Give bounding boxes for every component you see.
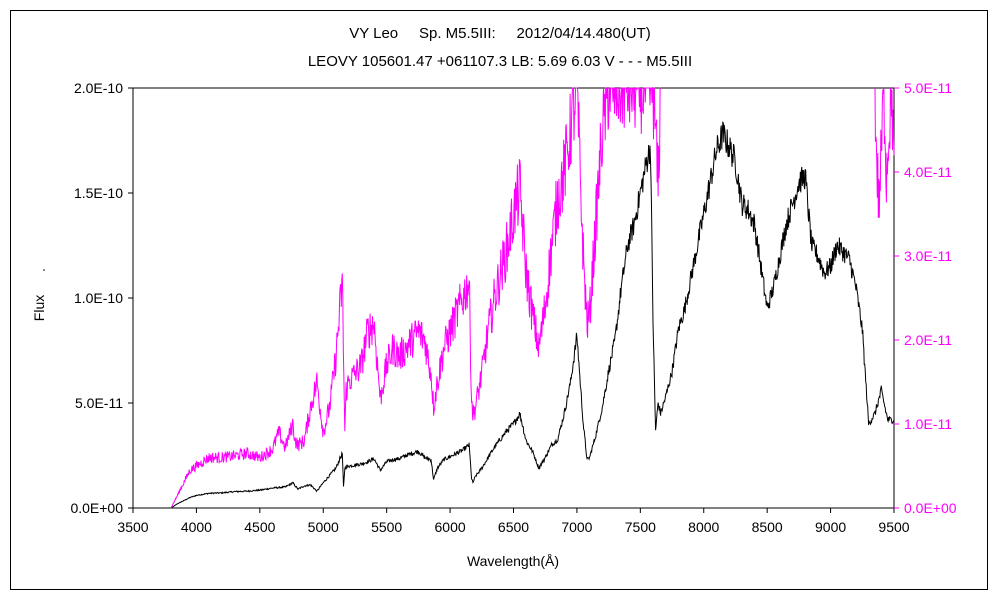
x-tick-label: 5500 [371, 519, 402, 535]
x-tick-label: 7000 [561, 519, 592, 535]
y-right-tick-label: 4.0E-11 [904, 164, 952, 180]
y-right-tick-label: 3.0E-11 [904, 248, 952, 264]
y-left-tick-label: 0.0E+00 [70, 500, 123, 516]
y-right-tick-label: 5.0E-11 [904, 80, 952, 96]
x-tick-label: 8500 [752, 519, 783, 535]
x-tick-label: 9500 [878, 519, 909, 535]
secondary-series-line-1 [170, 86, 661, 509]
y-left-tick-label: 1.0E-10 [74, 290, 123, 306]
axis-dot-mark [43, 269, 45, 271]
x-tick-label: 6000 [435, 519, 466, 535]
secondary-series-line-2 [874, 87, 895, 218]
y-left-tick-label: 5.0E-11 [75, 395, 123, 411]
x-tick-label: 6500 [498, 519, 529, 535]
x-tick-label: 4000 [181, 519, 212, 535]
y-left-tick-label: 2.0E-10 [74, 80, 123, 96]
plot-area [132, 87, 895, 509]
chart-frame [10, 10, 988, 590]
x-tick-label: 7500 [625, 519, 656, 535]
y-left-tick-label: 1.5E-10 [74, 185, 123, 201]
x-tick-label: 8000 [688, 519, 719, 535]
x-tick-label: 5000 [308, 519, 339, 535]
chart-title: VY Leo Sp. M5.5III: 2012/04/14.480(UT) [349, 25, 651, 42]
y-right-tick-label: 0.0E+00 [904, 500, 957, 516]
x-tick-label: 4500 [244, 519, 275, 535]
x-tick-label: 3500 [117, 519, 148, 535]
x-tick-label: 9000 [815, 519, 846, 535]
y-right-tick-label: 2.0E-11 [904, 332, 952, 348]
y-axis-label: Flux [31, 295, 47, 321]
primary-series-line [170, 121, 895, 509]
x-axis-label: Wavelength(Å) [467, 553, 559, 569]
y-right-tick-label: 1.0E-11 [904, 416, 952, 432]
chart-subtitle: LEOVY 105601.47 +061107.3 LB: 5.69 6.03 … [307, 53, 693, 70]
